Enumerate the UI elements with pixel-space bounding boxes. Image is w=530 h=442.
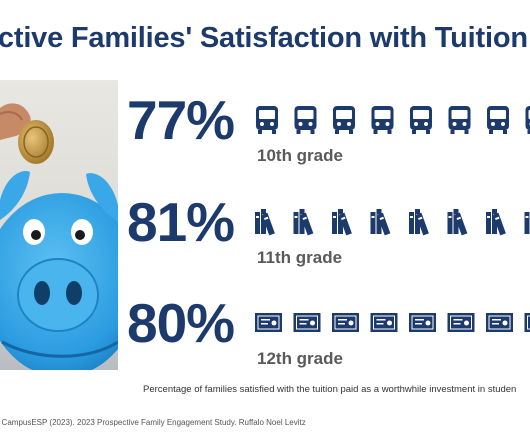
certificate-icon [332, 313, 359, 332]
certificate-icon [255, 313, 282, 332]
row-12th-grade: 80% 12th grade [127, 293, 530, 383]
certificate-icon [524, 313, 530, 332]
certificate-icon [486, 313, 513, 332]
bus-icon [487, 106, 509, 134]
value-label-10th-grade: 77% [127, 89, 235, 151]
bus-icon [256, 106, 278, 134]
category-label-10th-grade: 10th grade [257, 146, 343, 165]
value-label-11th-grade: 81% [127, 191, 235, 253]
books-icon [370, 209, 391, 236]
books-icon [447, 209, 468, 236]
bus-icon [333, 106, 355, 134]
books-icon [524, 212, 530, 234]
certificate-icon-row [255, 305, 530, 339]
source-citation: & CampusESP (2023). 2023 Prospective Fam… [0, 418, 306, 427]
chart-caption: Percentage of families satisfied with th… [143, 384, 517, 395]
books-icon [255, 209, 275, 236]
bus-icon [448, 106, 471, 134]
bus-icon [525, 106, 530, 134]
books-icon [332, 209, 352, 236]
piggy-bank-image [0, 80, 118, 370]
piggy-bank-photo [0, 80, 118, 370]
bus-icon-row [255, 102, 530, 136]
books-icon [486, 209, 506, 236]
category-label-12th-grade: 12th grade [257, 349, 343, 368]
books-icon-row [255, 204, 530, 238]
row-10th-grade: 77% 10th grade [127, 90, 530, 180]
row-11th-grade: 81% 11th grade [127, 192, 530, 282]
bus-icon [294, 106, 317, 134]
value-label-12th-grade: 80% [127, 292, 235, 354]
books-icon [409, 209, 429, 236]
bus-icon [371, 106, 394, 134]
bus-icon [410, 106, 432, 134]
chart-title: ective Families' Satisfaction with Tuiti… [0, 22, 528, 54]
certificate-icon [370, 313, 398, 332]
category-label-11th-grade: 11th grade [257, 248, 343, 267]
certificate-icon [409, 313, 436, 332]
certificate-icon [447, 313, 475, 332]
books-icon [293, 209, 314, 236]
certificate-icon [293, 313, 321, 332]
